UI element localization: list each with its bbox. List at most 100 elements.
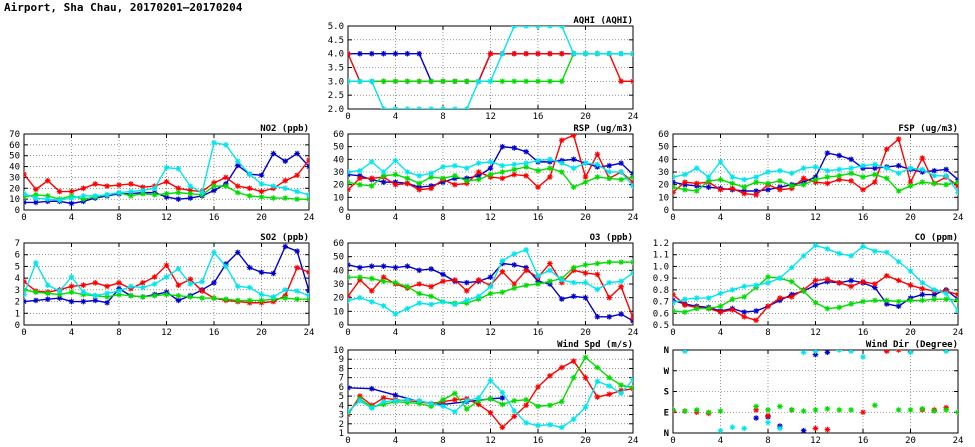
x-tick-label: 12 — [161, 213, 172, 223]
data-point — [673, 184, 676, 190]
y-tick-label: 4 — [339, 401, 344, 411]
data-point — [294, 196, 300, 202]
y-tick-label: 1 — [15, 309, 20, 319]
data-point — [872, 281, 878, 287]
data-point — [380, 395, 387, 401]
data-point — [163, 262, 170, 269]
data-point — [175, 292, 182, 299]
data-point — [594, 161, 601, 168]
data-point — [151, 274, 158, 280]
data-point — [729, 185, 736, 192]
x-tick-label: 16 — [533, 328, 544, 338]
data-point — [416, 50, 423, 57]
y-tick-label: 2 — [15, 298, 20, 308]
x-tick-label: 8 — [116, 213, 121, 223]
data-point — [741, 309, 748, 315]
data-point — [404, 283, 411, 290]
data-point — [547, 421, 553, 428]
data-point — [558, 26, 565, 29]
data-point — [729, 174, 736, 180]
data-point — [582, 179, 589, 185]
data-point — [848, 253, 854, 259]
data-point — [380, 78, 387, 85]
data-point — [357, 181, 363, 188]
x-tick-label: 12 — [485, 213, 496, 223]
y-tick-label: 0 — [15, 321, 20, 331]
x-tick-label: 16 — [533, 436, 544, 446]
data-point — [24, 199, 27, 206]
data-point — [582, 160, 589, 166]
data-point — [618, 278, 624, 285]
x-tick-label: 16 — [858, 436, 869, 446]
data-point — [56, 291, 63, 298]
data-point — [777, 275, 783, 281]
data-point — [92, 193, 99, 199]
data-point — [883, 301, 890, 307]
data-point — [765, 280, 771, 286]
x-tick-label: 4 — [718, 213, 723, 223]
x-tick-label: 4 — [718, 328, 723, 338]
data-point — [570, 374, 577, 381]
data-point — [800, 165, 807, 171]
data-point — [380, 50, 387, 57]
y-tick-label: 1.2 — [653, 239, 669, 249]
data-point — [428, 185, 434, 192]
chart-title: NO2 (ppb) — [260, 124, 309, 134]
data-point — [618, 311, 624, 317]
data-point — [594, 394, 601, 400]
data-point — [128, 283, 134, 290]
data-point — [860, 243, 866, 250]
data-point — [211, 249, 217, 256]
data-point — [741, 190, 748, 197]
x-tick-label: 0 — [345, 328, 350, 338]
data-point — [717, 427, 724, 433]
data-point — [199, 278, 205, 285]
data-point — [765, 412, 771, 419]
data-point — [836, 173, 843, 179]
data-point — [824, 174, 831, 180]
chart-co: 0 4 8 12 16 20 24 0.5 0.60.7 0.8 0.9 1.01.1 1.2 CO (p… — [653, 233, 964, 338]
data-point — [907, 407, 914, 413]
data-point — [348, 408, 351, 415]
data-point — [741, 294, 748, 300]
y-tick-label: 0.8 — [653, 286, 669, 296]
data-point — [282, 195, 289, 201]
data-point — [428, 106, 434, 109]
data-point — [872, 179, 878, 185]
data-point — [416, 186, 423, 193]
data-point — [618, 259, 624, 265]
data-point — [630, 259, 633, 265]
y-tick-label: 30 — [9, 173, 20, 183]
chart-aqhi: 0 4 8 12 16 20 24 2.0 2.5 3.0 3.5 4.0 4.5 5.0 AQHI (AQ… — [328, 16, 639, 122]
x-tick-label: 8 — [440, 112, 445, 122]
data-point — [753, 308, 759, 314]
data-point — [943, 173, 949, 179]
data-point — [499, 401, 506, 408]
y-tick-label: 2.0 — [328, 105, 344, 115]
data-point — [895, 170, 902, 177]
data-point — [860, 174, 866, 180]
data-point — [258, 194, 265, 200]
data-point — [753, 174, 759, 180]
series-group — [673, 243, 958, 324]
data-point — [428, 266, 434, 272]
data-point — [558, 169, 565, 175]
data-point — [416, 78, 423, 85]
data-point — [630, 376, 633, 383]
data-point — [68, 283, 75, 290]
data-point — [836, 280, 843, 286]
chart-title: Wind Spd (m/s) — [557, 339, 633, 350]
data-point — [558, 277, 565, 283]
y-tick-label: N — [664, 346, 669, 356]
x-tick-label: 16 — [209, 328, 220, 338]
data-point — [163, 178, 170, 185]
data-point — [282, 158, 289, 164]
data-point — [116, 288, 122, 294]
data-point — [139, 187, 146, 194]
data-point — [294, 264, 300, 271]
data-point — [765, 419, 771, 426]
data-point — [673, 407, 676, 413]
y-tick-label: 0 — [339, 321, 344, 331]
data-point — [306, 192, 309, 198]
